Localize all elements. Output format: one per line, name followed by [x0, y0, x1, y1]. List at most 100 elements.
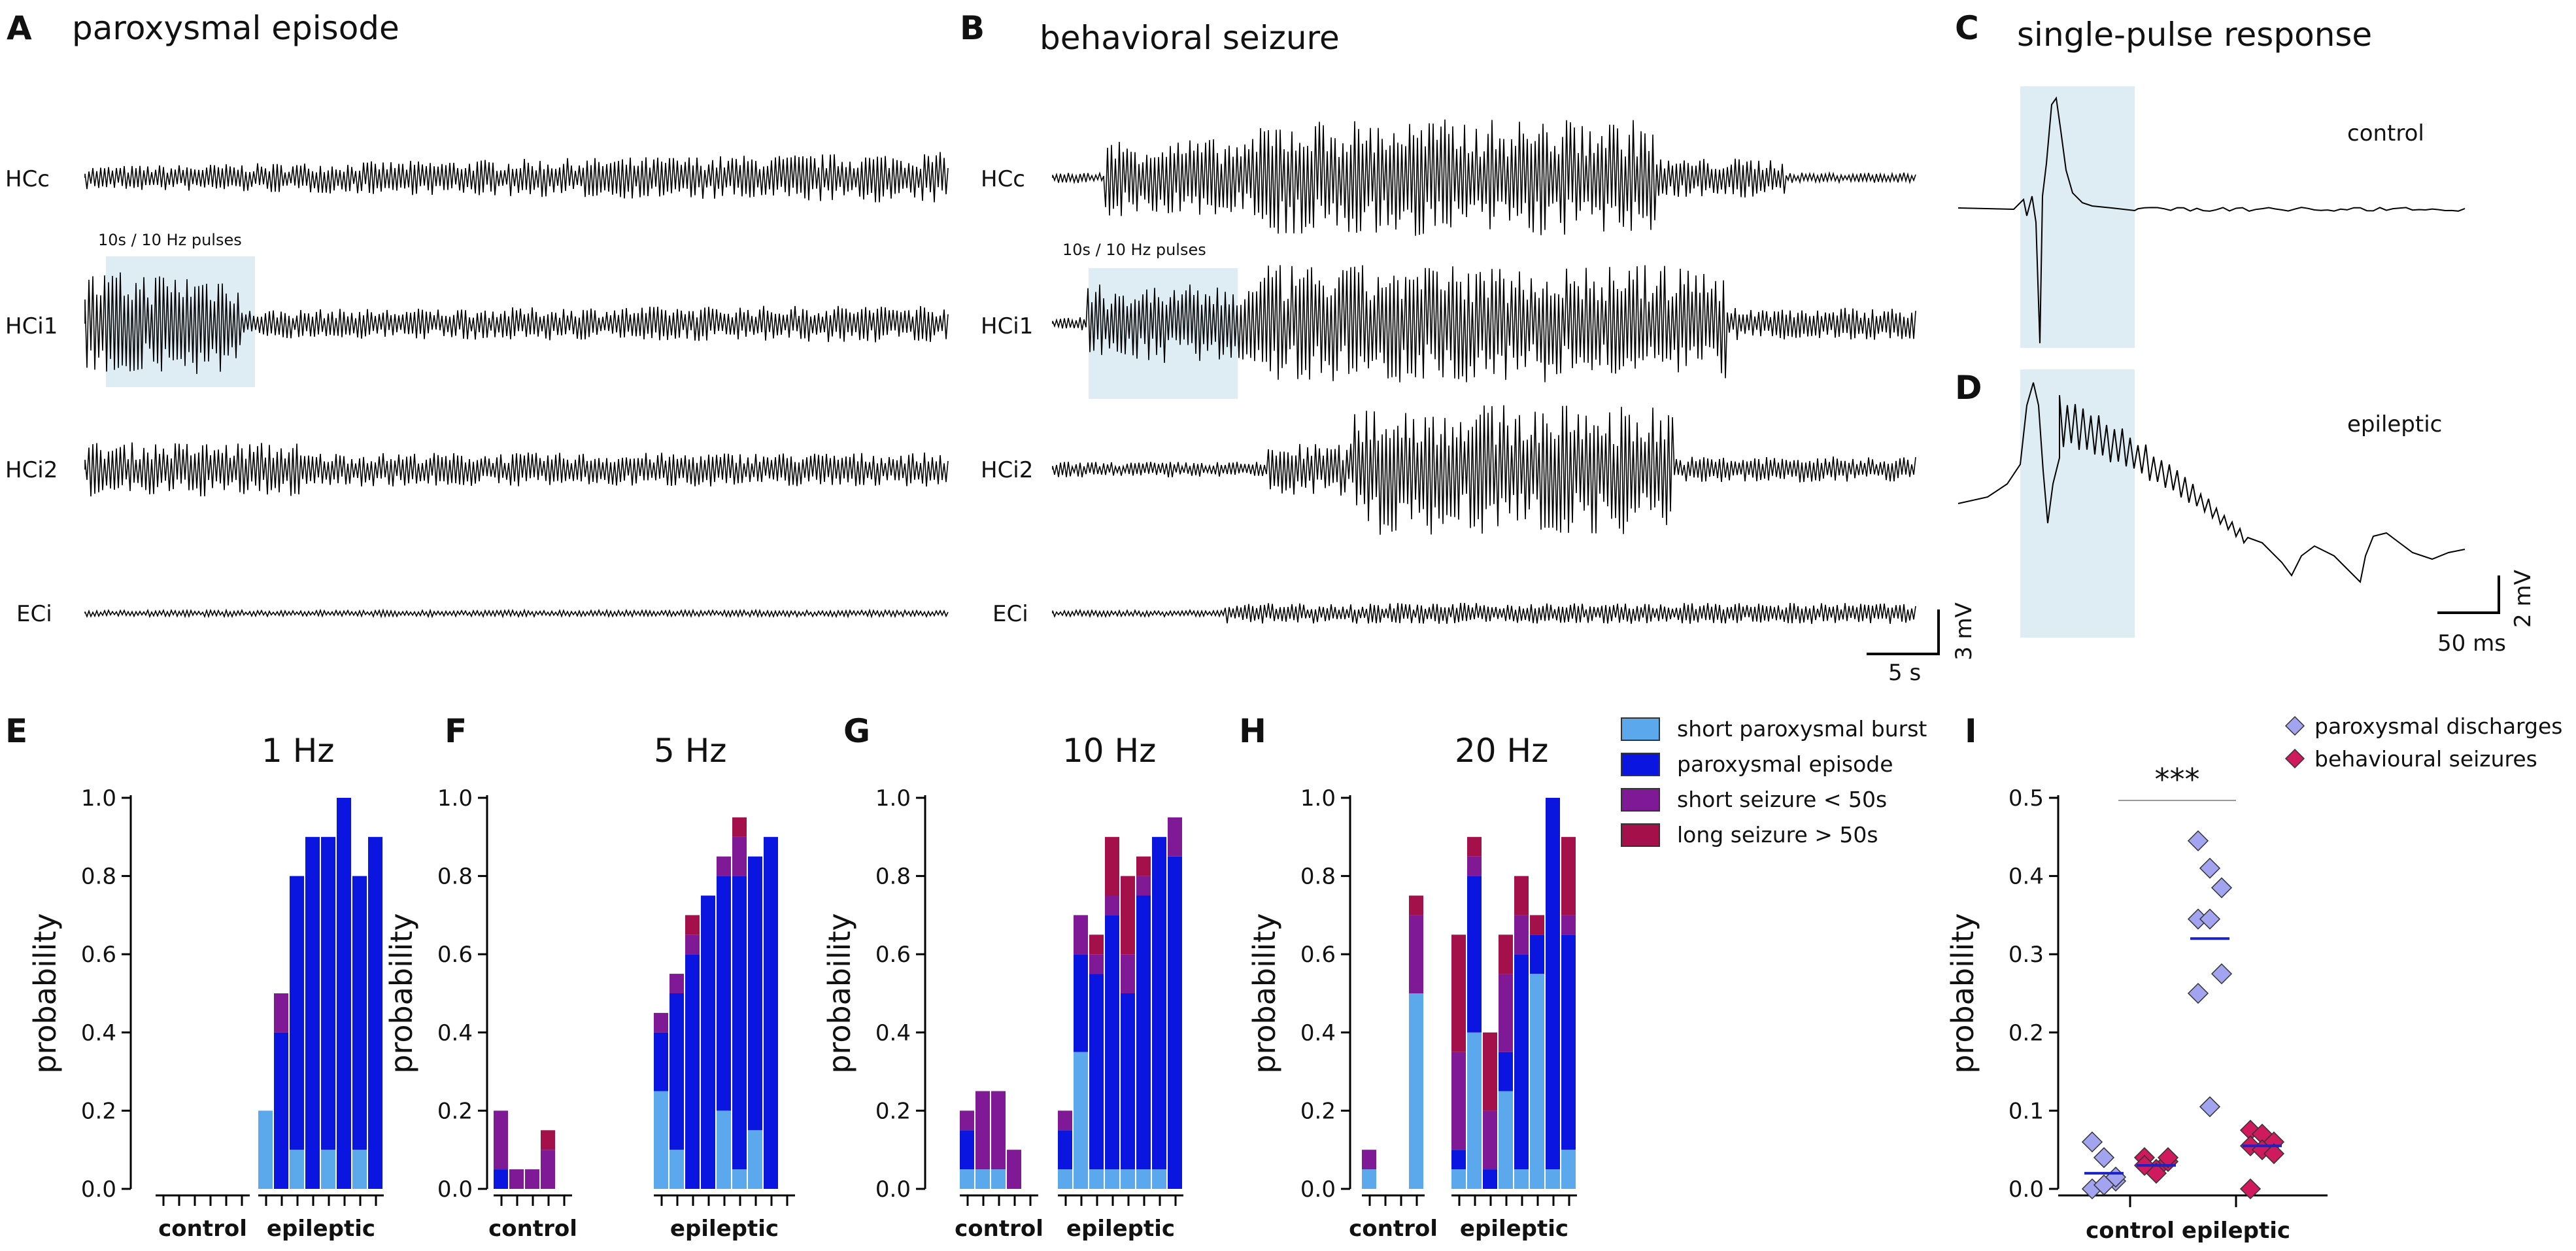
- y-axis-title-e: probability: [27, 913, 63, 1073]
- channel-label-a-hcc: HCc: [5, 166, 50, 192]
- bar-segment-f-control: [541, 1130, 555, 1150]
- panel-letter-h: H: [1239, 712, 1266, 750]
- y-tick-label-f: 0.6: [437, 942, 473, 968]
- bar-segment-f-epileptic: [669, 993, 684, 1150]
- legend-label-short-seizure: short seizure < 50s: [1677, 787, 1887, 812]
- scale-bar-ab-time: 5 s: [1888, 660, 1921, 686]
- trace-b-hcc: [1052, 119, 1916, 236]
- channel-label-b-hci2: HCi2: [981, 457, 1033, 483]
- group-label-control-f: control: [488, 1216, 577, 1242]
- y-tick-label-f: 0.8: [437, 864, 473, 890]
- bar-segment-h-epileptic: [1483, 1032, 1497, 1111]
- scatter-point-discharges-epileptic: [2187, 982, 2209, 1004]
- bar-segment-g-epileptic: [1168, 817, 1182, 857]
- category-label-i-control: control: [2086, 1218, 2175, 1244]
- trace-label-epileptic: epileptic: [2347, 411, 2442, 437]
- channel-label-a-hci2: HCi2: [5, 457, 58, 483]
- y-tick-label-h: 0.6: [1300, 942, 1336, 968]
- stim-shade-c: [2020, 86, 2135, 348]
- scatter-point-seizures-control: [2145, 1163, 2167, 1184]
- bar-segment-f-control: [494, 1110, 508, 1170]
- bar-segment-g-epileptic: [1168, 856, 1182, 1189]
- bar-segment-g-epileptic: [1136, 856, 1151, 876]
- bar-segment-g-epileptic: [1074, 954, 1088, 1052]
- bar-segment-h-control: [1362, 1169, 1376, 1189]
- bar-segment-h-epileptic: [1451, 1150, 1466, 1170]
- bar-segment-g-epileptic: [1136, 895, 1151, 1170]
- bar-segment-h-epileptic: [1530, 915, 1544, 935]
- legend-label-long-seizure: long seizure > 50s: [1677, 822, 1878, 848]
- chart-h: H 20 Hz 0.0 0.2 0.4 0.6 0.8 1.0 probability cont…: [1239, 712, 1577, 1242]
- trace-label-control: control: [2347, 120, 2424, 146]
- bar-segment-h-control: [1362, 1150, 1376, 1170]
- bar-segment-g-epileptic: [1136, 1169, 1151, 1189]
- y-tick-label-i: 0.0: [2008, 1176, 2044, 1203]
- scatter-point-discharges-control: [2093, 1147, 2115, 1169]
- group-label-epileptic-g: epileptic: [1066, 1216, 1175, 1242]
- bar-segment-e-epileptic: [321, 1150, 335, 1189]
- category-label-i-epileptic: epileptic: [2182, 1218, 2290, 1244]
- bar-segment-h-epileptic: [1530, 974, 1544, 1189]
- y-tick-label-i: 0.2: [2008, 1020, 2044, 1046]
- bar-segment-g-epileptic: [1105, 1169, 1119, 1189]
- bar-segment-f-epileptic: [685, 934, 700, 955]
- bar-segment-f-epileptic: [685, 915, 700, 935]
- y-tick-label-f: 1.0: [437, 785, 473, 812]
- bar-segment-e-epileptic: [337, 798, 351, 1189]
- legend-marker-behavioural-seizures-marker: [2284, 748, 2305, 769]
- bar-segment-h-epileptic: [1451, 1052, 1466, 1150]
- bar-segment-f-epileptic: [701, 895, 715, 1189]
- bar-segment-h-epileptic: [1561, 915, 1576, 935]
- bar-segment-g-control: [991, 1091, 1006, 1170]
- group-label-control-h: control: [1349, 1216, 1438, 1242]
- y-tick-label-i: 0.4: [2008, 864, 2044, 890]
- bar-segment-g-epileptic: [1089, 934, 1104, 955]
- bar-segment-f-epileptic: [717, 876, 731, 1111]
- chart-f: F 5 Hz 0.0 0.2 0.4 0.6 0.8 1.0 probability contr…: [384, 712, 795, 1242]
- y-tick-label-e: 0.4: [81, 1020, 116, 1046]
- panel-title-a: paroxysmal episode: [72, 9, 399, 47]
- y-tick-label-g: 0.4: [875, 1020, 911, 1046]
- bar-segment-e-epileptic: [258, 1110, 273, 1189]
- bar-segment-h-epileptic: [1514, 1169, 1529, 1189]
- scatter-point-discharges-epileptic: [2211, 963, 2233, 985]
- bar-segment-g-epileptic: [1058, 1130, 1072, 1170]
- bar-segment-h-epileptic: [1546, 798, 1560, 1170]
- y-tick-label-e: 1.0: [81, 785, 116, 812]
- bar-segment-f-control: [525, 1169, 539, 1189]
- scatter-point-discharges-epileptic: [2187, 830, 2209, 851]
- bar-segment-g-epileptic: [1074, 1052, 1088, 1189]
- chart-title-f: 5 Hz: [654, 732, 727, 770]
- scatter-point-discharges-epileptic: [2199, 857, 2221, 879]
- y-tick-label-g: 0.0: [875, 1176, 911, 1203]
- y-tick-label-f: 0.0: [437, 1176, 473, 1203]
- bar-segment-f-control: [494, 1169, 508, 1189]
- bar-segment-f-epileptic: [669, 1150, 684, 1189]
- group-label-epileptic-h: epileptic: [1460, 1216, 1568, 1242]
- panel-letter-f: F: [445, 712, 467, 750]
- bar-segment-g-epileptic: [1121, 993, 1135, 1170]
- trace-b-eci: [1052, 602, 1916, 625]
- scatter-point-seizures-epileptic: [2263, 1143, 2285, 1165]
- y-tick-label-h: 0.2: [1300, 1098, 1336, 1124]
- chart-e: E 1 Hz 0.0 0.2 0.4 0.6 0.8 1.0 probability contr…: [5, 712, 384, 1242]
- trace-c-control: [1957, 96, 2466, 344]
- chart-title-e: 1 Hz: [262, 732, 335, 770]
- y-axis-title-f: probability: [384, 913, 419, 1073]
- y-tick-label-e: 0.6: [81, 942, 116, 968]
- stim-label-b: 10s / 10 Hz pulses: [1062, 241, 1206, 259]
- bar-segment-g-epileptic: [1074, 915, 1088, 955]
- scale-bar-cd: 50 ms 2 mV: [2437, 570, 2536, 657]
- y-tick-label-g: 1.0: [875, 785, 911, 812]
- bar-segment-g-epileptic: [1121, 954, 1135, 993]
- channel-label-b-hcc: HCc: [981, 166, 1025, 192]
- trace-a-eci: [84, 608, 949, 619]
- bar-segment-h-epileptic: [1514, 954, 1529, 1170]
- panel-letter-e: E: [5, 712, 27, 750]
- bar-segment-f-epileptic: [748, 856, 762, 1131]
- bar-segment-f-epileptic: [717, 1110, 731, 1189]
- bar-segment-h-epileptic: [1499, 1091, 1513, 1189]
- scale-bar-ab: 5 s 3 mV: [1867, 602, 1977, 686]
- bar-segment-e-epileptic: [274, 1032, 288, 1189]
